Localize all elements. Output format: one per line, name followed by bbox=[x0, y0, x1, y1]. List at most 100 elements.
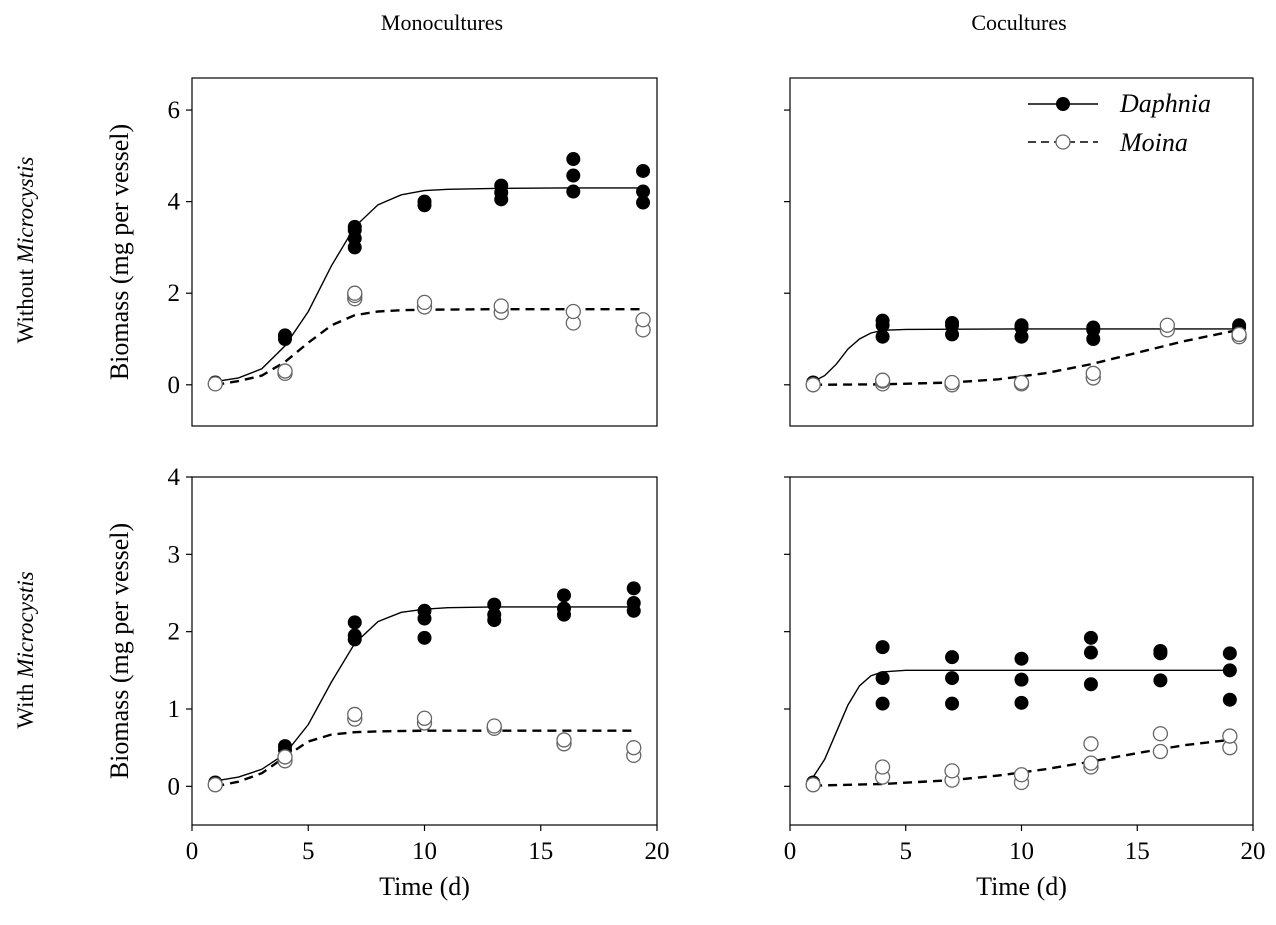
point-daphnia-with-co bbox=[1153, 673, 1168, 688]
y-axis-label-without-mono: Biomass (mg per vessel) bbox=[105, 124, 134, 380]
point-moina-without-co bbox=[1085, 365, 1101, 381]
col-title-monocultures: Monocultures bbox=[380, 10, 504, 35]
point-daphnia-with-mono bbox=[278, 739, 292, 754]
point-daphnia-without-mono bbox=[636, 184, 651, 199]
point-daphnia-with-co bbox=[875, 696, 890, 711]
point-moina-without-co bbox=[1231, 326, 1247, 343]
y-tick-label-without-mono: 0 bbox=[168, 372, 181, 399]
y-tick-label-without-mono: 2 bbox=[168, 280, 181, 307]
point-daphnia-without-mono bbox=[566, 184, 581, 199]
point-daphnia-with-mono bbox=[557, 601, 571, 616]
y-tick-label-without-mono: 4 bbox=[168, 189, 181, 216]
legend-label-moina: Moina bbox=[1119, 128, 1188, 157]
point-daphnia-with-co bbox=[1083, 677, 1098, 692]
point-moina-without-co bbox=[805, 377, 821, 393]
point-moina-with-mono bbox=[556, 732, 572, 748]
x-tick-label-with-mono: 20 bbox=[645, 838, 670, 865]
point-daphnia-with-co bbox=[945, 671, 960, 686]
point-daphnia-with-mono bbox=[417, 603, 432, 618]
point-moina-with-co bbox=[1222, 728, 1238, 744]
point-daphnia-without-co bbox=[875, 329, 890, 344]
point-daphnia-with-co bbox=[875, 640, 890, 655]
point-daphnia-without-co bbox=[1014, 318, 1029, 333]
point-daphnia-with-mono bbox=[487, 607, 502, 622]
point-daphnia-with-co bbox=[1014, 651, 1029, 666]
curve-daphnia-without-mono bbox=[215, 187, 643, 383]
col-title-cocultures: Cocultures bbox=[971, 10, 1067, 35]
point-daphnia-with-co bbox=[945, 650, 960, 665]
curve-moina-with-mono bbox=[215, 729, 634, 788]
point-daphnia-with-co bbox=[1083, 630, 1098, 645]
point-daphnia-without-mono bbox=[494, 178, 509, 193]
point-moina-with-co bbox=[1152, 743, 1169, 760]
point-moina-without-mono bbox=[416, 294, 433, 311]
point-moina-without-mono bbox=[277, 363, 293, 379]
point-moina-with-co bbox=[1083, 736, 1099, 752]
point-daphnia-with-co bbox=[1222, 646, 1237, 661]
point-moina-without-mono bbox=[347, 285, 363, 301]
legend-marker-moina bbox=[1055, 134, 1071, 150]
point-daphnia-without-co bbox=[875, 313, 890, 328]
x-tick-label-with-mono: 5 bbox=[302, 838, 315, 865]
point-moina-without-mono bbox=[207, 376, 223, 392]
point-daphnia-without-co bbox=[945, 315, 960, 330]
panel-frame-without-co bbox=[789, 77, 1254, 427]
point-moina-with-co bbox=[1083, 755, 1099, 771]
point-daphnia-with-mono bbox=[417, 630, 432, 645]
point-daphnia-with-mono bbox=[557, 588, 571, 603]
x-tick-label-with-co: 10 bbox=[1009, 838, 1034, 865]
point-daphnia-without-mono bbox=[636, 163, 651, 178]
point-moina-with-mono bbox=[277, 749, 293, 765]
point-moina-with-co bbox=[1013, 767, 1030, 783]
point-daphnia-with-mono bbox=[626, 596, 641, 611]
x-tick-label-with-mono: 15 bbox=[528, 838, 553, 865]
point-moina-without-co bbox=[874, 372, 891, 388]
legend-label-daphnia: Daphnia bbox=[1119, 89, 1211, 118]
point-moina-with-mono bbox=[626, 740, 642, 756]
point-daphnia-with-mono bbox=[487, 597, 502, 612]
y-axis-label-with-mono: Biomass (mg per vessel) bbox=[105, 523, 134, 779]
point-daphnia-with-mono bbox=[347, 628, 362, 643]
x-tick-label-with-mono: 10 bbox=[412, 838, 437, 865]
curve-moina-without-mono bbox=[215, 308, 643, 386]
point-moina-without-co bbox=[944, 374, 960, 391]
point-daphnia-without-mono bbox=[347, 219, 362, 234]
point-moina-with-co bbox=[944, 763, 960, 779]
point-moina-with-co bbox=[874, 759, 891, 775]
point-daphnia-with-mono bbox=[347, 615, 362, 630]
point-moina-without-co bbox=[1159, 317, 1175, 333]
curve-daphnia-with-co bbox=[812, 669, 1230, 778]
point-daphnia-without-mono bbox=[566, 152, 581, 167]
point-daphnia-without-mono bbox=[278, 328, 292, 343]
point-daphnia-with-co bbox=[945, 696, 960, 711]
x-axis-label-with-co: Time (d) bbox=[976, 872, 1067, 901]
y-tick-label-without-mono: 6 bbox=[168, 97, 181, 124]
curve-moina-with-co bbox=[813, 738, 1230, 787]
x-tick-label-with-co: 15 bbox=[1125, 838, 1150, 865]
x-tick-label-with-co: 0 bbox=[784, 838, 797, 865]
point-daphnia-without-mono bbox=[566, 168, 581, 183]
y-tick-label-with-mono: 4 bbox=[168, 464, 181, 491]
point-daphnia-with-co bbox=[1222, 663, 1237, 678]
y-tick-label-with-mono: 1 bbox=[168, 696, 181, 723]
point-daphnia-without-mono bbox=[636, 195, 651, 210]
x-axis-label-with-mono: Time (d) bbox=[379, 872, 470, 901]
point-daphnia-without-co bbox=[1086, 320, 1101, 335]
point-moina-without-co bbox=[1013, 374, 1030, 391]
legend-marker-daphnia bbox=[1056, 97, 1070, 111]
point-daphnia-with-co bbox=[1014, 672, 1029, 687]
point-moina-with-mono bbox=[416, 710, 433, 726]
y-tick-label-with-mono: 3 bbox=[168, 541, 181, 568]
point-moina-with-mono bbox=[207, 777, 223, 793]
point-moina-without-mono bbox=[635, 312, 651, 328]
curve-moina-without-co bbox=[813, 328, 1240, 386]
x-tick-label-with-co: 5 bbox=[900, 838, 913, 865]
point-daphnia-with-mono bbox=[626, 581, 641, 596]
point-moina-with-mono bbox=[486, 718, 502, 734]
point-moina-with-co bbox=[1152, 726, 1169, 742]
point-daphnia-with-co bbox=[1153, 644, 1168, 658]
y-tick-label-with-mono: 2 bbox=[168, 619, 181, 646]
point-daphnia-without-mono bbox=[417, 194, 432, 209]
